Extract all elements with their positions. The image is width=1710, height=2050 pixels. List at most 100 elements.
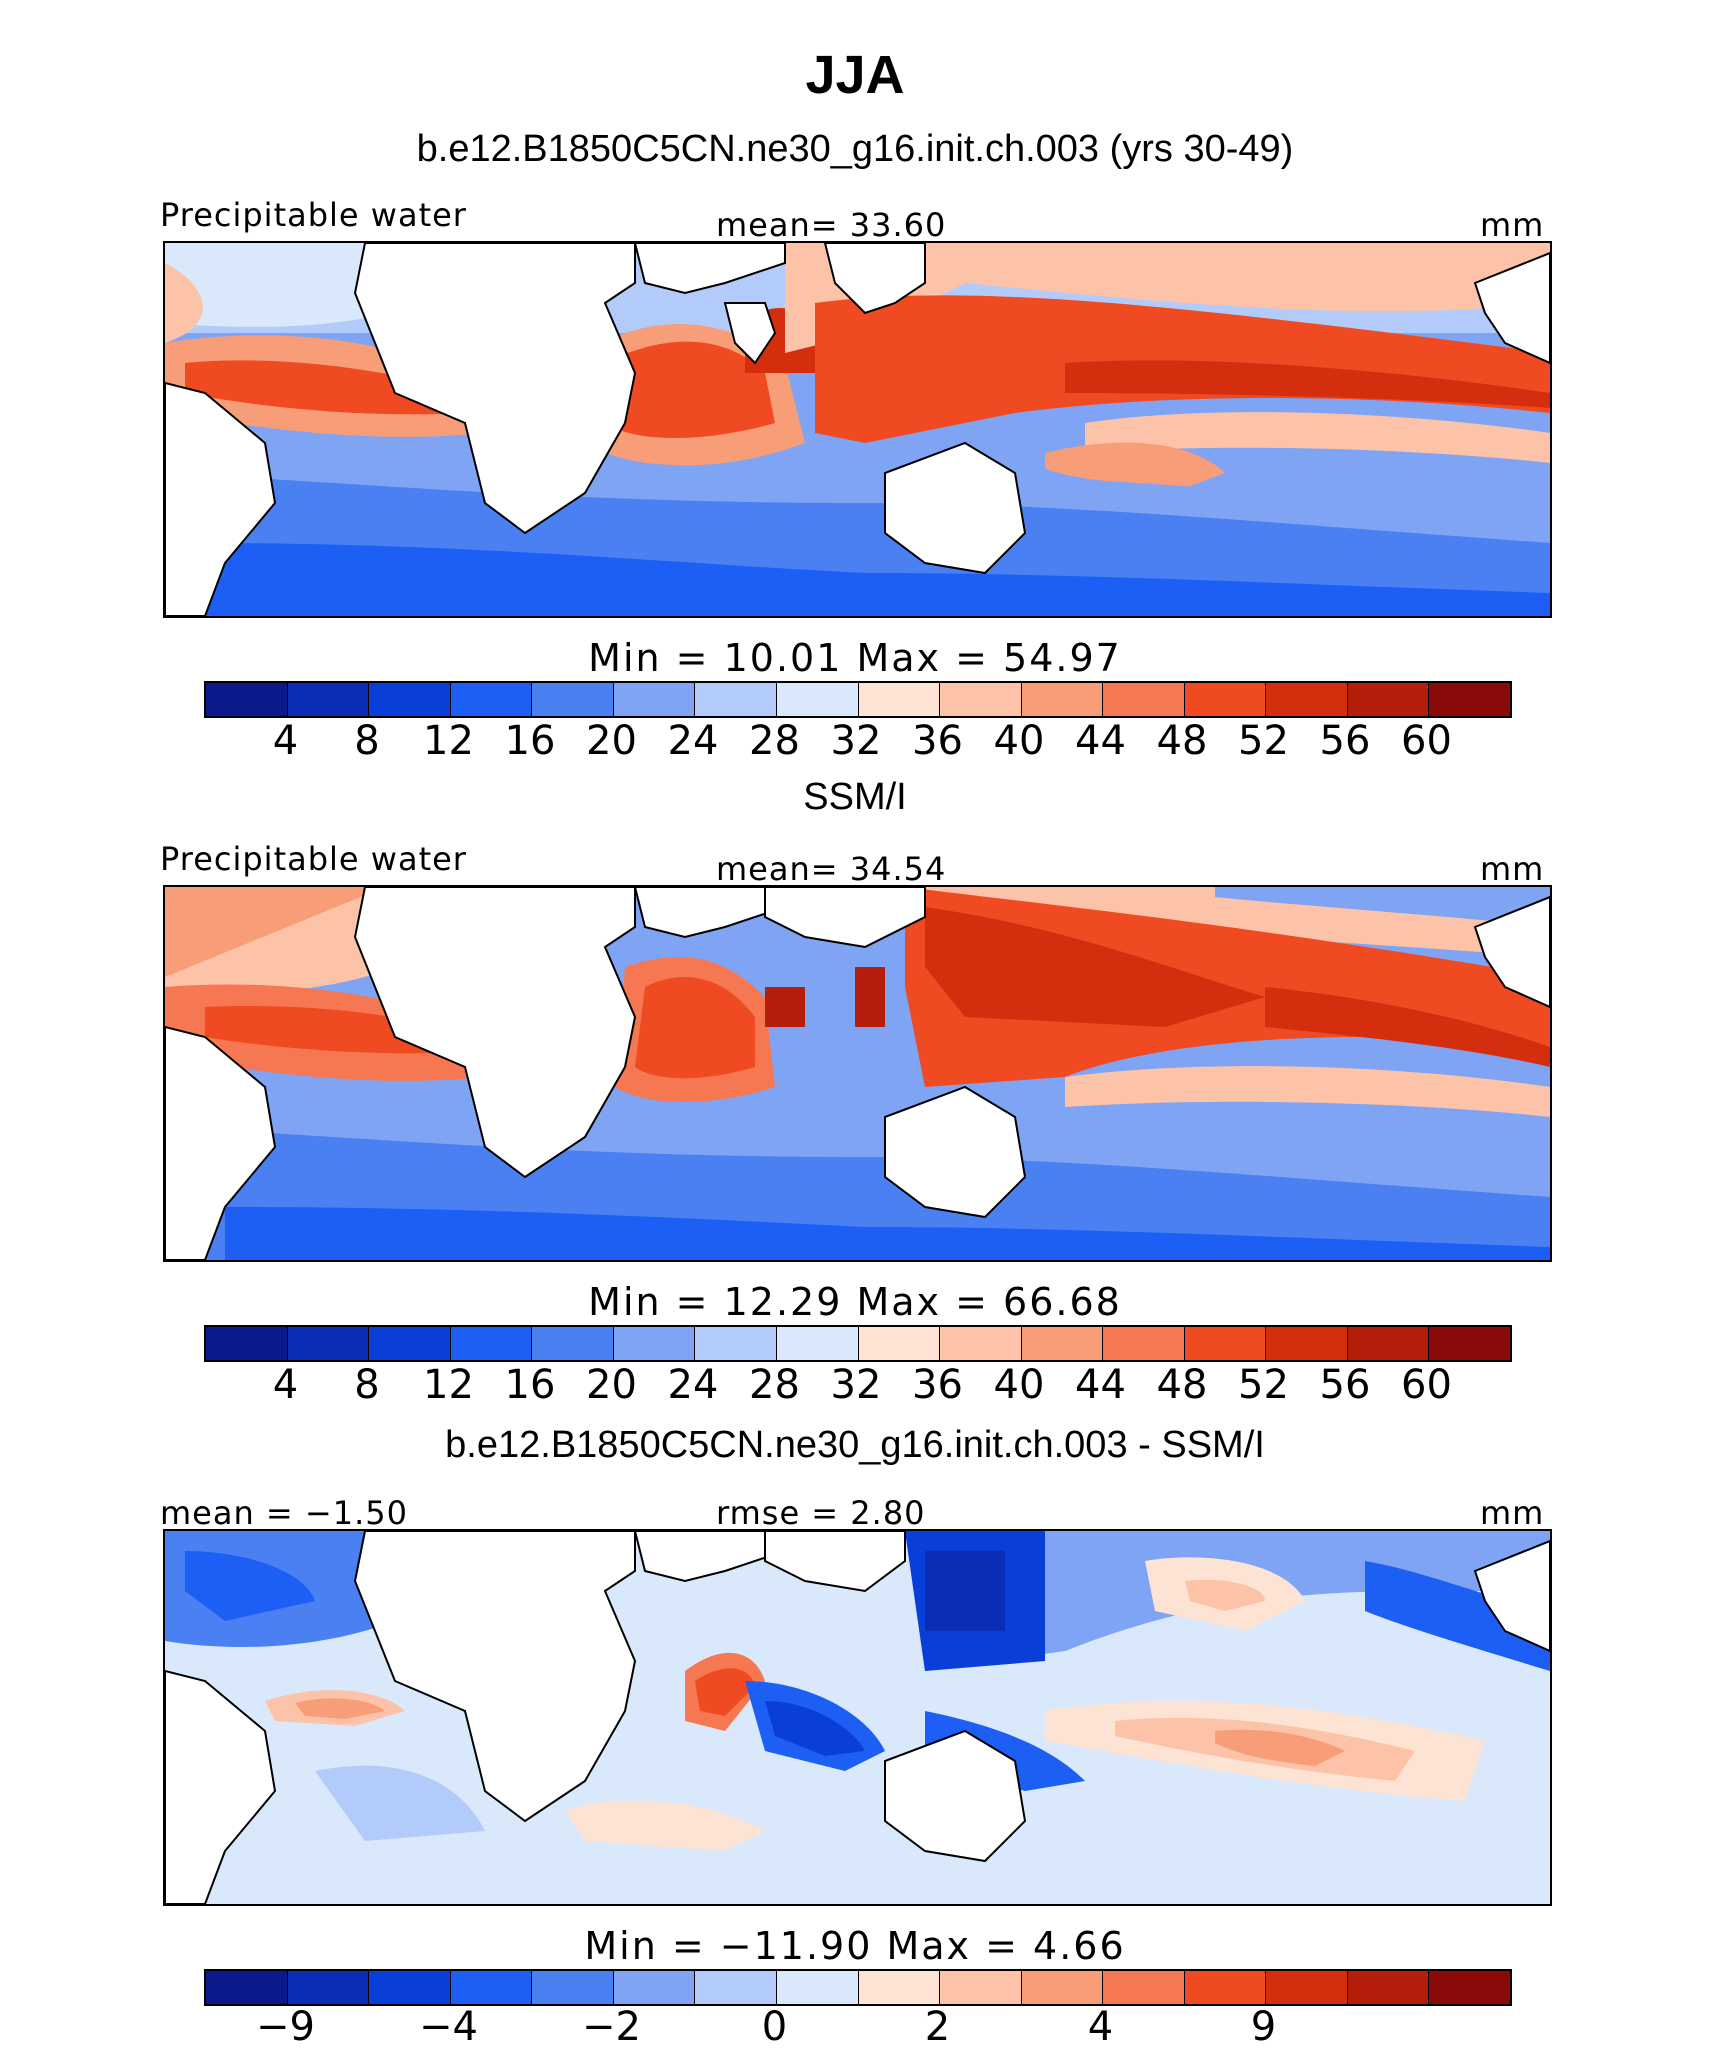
colorbar-swatch: [206, 1327, 288, 1360]
panel-mean-model: mean= 33.60: [716, 206, 947, 244]
colorbar-tick-label: 32: [830, 1362, 882, 1408]
colorbar-swatch: [613, 1971, 696, 2004]
colorbar-diff: [204, 1969, 1512, 2006]
colorbar-swatch: [1021, 1327, 1104, 1360]
colorbar-swatch: [858, 683, 941, 716]
colorbar-swatch: [1184, 1971, 1267, 2004]
colorbar-swatch: [287, 1327, 370, 1360]
colorbar-swatch: [1266, 1971, 1348, 2004]
colorbar-tick-label: 44: [1075, 1362, 1126, 1408]
colorbar-tick-label: 60: [1401, 1362, 1452, 1408]
colorbar-swatch: [369, 1971, 451, 2004]
colorbar-tick-label: 4: [272, 718, 299, 764]
colorbar-swatch: [940, 683, 1022, 716]
colorbar-tick-label: 28: [749, 1362, 800, 1408]
panel-units-diff: mm: [1480, 1494, 1545, 1532]
colorbar-tick-label: 60: [1401, 718, 1452, 764]
colorbar-tick-label: 8: [354, 718, 380, 764]
colorbar-tick-label: 4: [1087, 2004, 1114, 2050]
colorbar-tick-label: 16: [504, 1362, 556, 1408]
colorbar-swatch: [776, 1971, 859, 2004]
colorbar-swatch: [287, 1971, 370, 2004]
colorbar-swatch: [532, 1971, 614, 2004]
colorbar-tick-label: 40: [993, 718, 1045, 764]
colorbar-tick-label: 20: [586, 1362, 637, 1408]
colorbar-swatch: [695, 1327, 777, 1360]
colorbar-tick-label: −2: [582, 2004, 641, 2050]
colorbar-tick-label: 24: [667, 718, 719, 764]
colorbar-swatch: [1266, 683, 1348, 716]
colorbar-tick-label: 20: [586, 718, 637, 764]
colorbar-swatch: [206, 1971, 288, 2004]
colorbar-swatch: [532, 1327, 614, 1360]
colorbar-tick-label: 4: [272, 1362, 299, 1408]
colorbar-ticks-diff: −9 −4 −2 0 2 4 9: [204, 2004, 1508, 2050]
colorbar-tick-label: 56: [1319, 1362, 1371, 1408]
colorbar-ticks-obs: 4 8 12 16 20 24 28 32 36 40 44 48 52 56 60: [204, 1362, 1508, 1408]
colorbar-swatch: [695, 1971, 777, 2004]
colorbar-swatch: [1103, 1327, 1185, 1360]
stats-obs: Min = 12.29 Max = 66.68: [588, 1280, 1122, 1324]
colorbar-tick-label: 16: [504, 718, 556, 764]
panel-left-label-model: Precipitable water: [160, 196, 467, 234]
panel-mean-obs: mean= 34.54: [716, 850, 947, 888]
colorbar-tick-label: 56: [1319, 718, 1371, 764]
colorbar-tick-label: 12: [423, 718, 474, 764]
colorbar-swatch: [858, 1327, 941, 1360]
colorbar-obs: [204, 1325, 1512, 1362]
colorbar-ticks-model: 4 8 12 16 20 24 28 32 36 40 44 48 52 56 60: [204, 718, 1508, 764]
colorbar-tick-label: 40: [993, 1362, 1045, 1408]
panel-units-model: mm: [1480, 206, 1545, 244]
stats-diff: Min = −11.90 Max = 4.66: [584, 1924, 1126, 1968]
colorbar-swatch: [287, 683, 370, 716]
colorbar-swatch: [858, 1971, 941, 2004]
panel-mean-diff: mean = −1.50: [160, 1494, 408, 1532]
colorbar-tick-label: 52: [1238, 1362, 1289, 1408]
colorbar-tick-label: 28: [749, 718, 800, 764]
colorbar-tick-label: 12: [423, 1362, 474, 1408]
colorbar-tick-label: 44: [1075, 718, 1126, 764]
colorbar-swatch: [613, 683, 696, 716]
colorbar-swatch: [1103, 683, 1185, 716]
map-diff: [163, 1529, 1552, 1906]
figure-title: JJA: [805, 45, 905, 105]
colorbar-swatch: [1429, 1327, 1510, 1360]
colorbar-swatch: [776, 1327, 859, 1360]
colorbar-tick-label: 24: [667, 1362, 719, 1408]
map-diff-field: [165, 1531, 1550, 1904]
stats-model: Min = 10.01 Max = 54.97: [588, 636, 1122, 680]
colorbar-tick-label: 32: [830, 718, 882, 764]
panel-units-obs: mm: [1480, 850, 1545, 888]
colorbar-swatch: [613, 1327, 696, 1360]
colorbar-swatch: [940, 1971, 1022, 2004]
colorbar-tick-label: 48: [1156, 718, 1208, 764]
colorbar-swatch: [1429, 1971, 1510, 2004]
colorbar-swatch: [940, 1327, 1022, 1360]
colorbar-swatch: [1021, 683, 1104, 716]
colorbar-swatch: [695, 683, 777, 716]
colorbar-model: [204, 681, 1512, 718]
colorbar-tick-label: 8: [354, 1362, 380, 1408]
colorbar-swatch: [369, 683, 451, 716]
panel-title-obs: SSM/I: [803, 776, 907, 818]
colorbar-swatch: [1184, 1327, 1267, 1360]
panel-left-label-obs: Precipitable water: [160, 840, 467, 878]
colorbar-swatch: [450, 1327, 533, 1360]
colorbar-tick-label: 52: [1238, 718, 1289, 764]
map-obs-field: [165, 887, 1550, 1260]
map-model: [163, 241, 1552, 618]
panel-title-diff: b.e12.B1850C5CN.ne30_g16.init.ch.003 - S…: [445, 1424, 1265, 1466]
colorbar-swatch: [532, 683, 614, 716]
colorbar-swatch: [1429, 683, 1510, 716]
colorbar-tick-label: 9: [1250, 2004, 1277, 2050]
panel-title-model: b.e12.B1850C5CN.ne30_g16.init.ch.003 (yr…: [416, 128, 1294, 170]
panel-rmse-diff: rmse = 2.80: [716, 1494, 926, 1532]
colorbar-tick-label: 0: [761, 2004, 788, 2050]
colorbar-swatch: [1021, 1971, 1104, 2004]
colorbar-swatch: [1347, 683, 1430, 716]
colorbar-tick-label: 36: [912, 718, 963, 764]
colorbar-tick-label: 2: [924, 2004, 951, 2050]
colorbar-swatch: [1184, 683, 1267, 716]
colorbar-swatch: [206, 683, 288, 716]
colorbar-tick-label: −4: [419, 2004, 478, 2050]
